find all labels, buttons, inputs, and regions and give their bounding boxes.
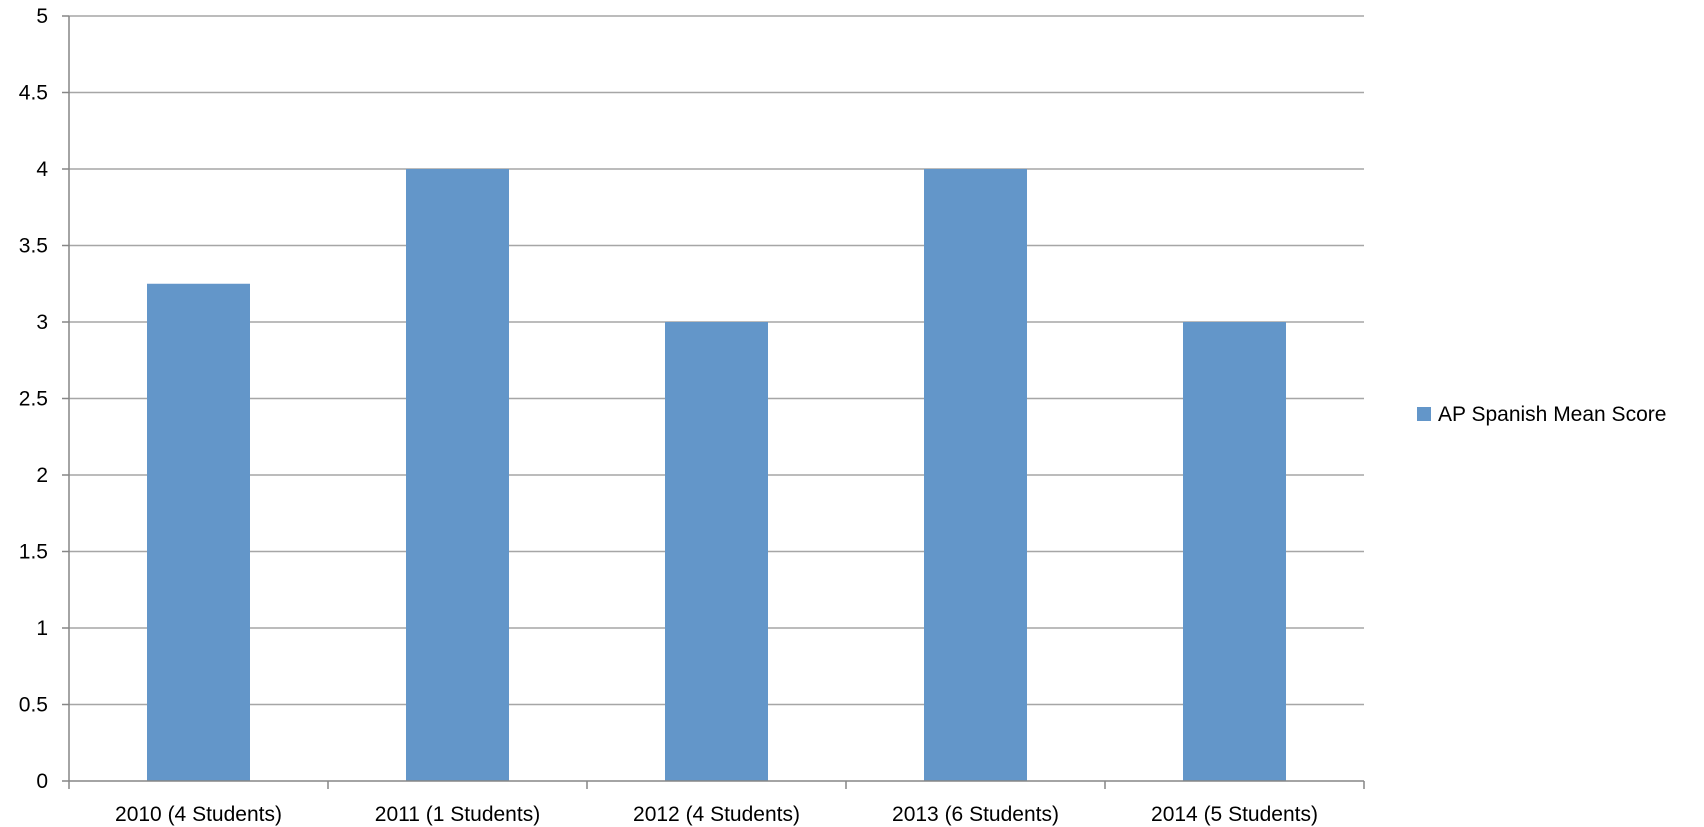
legend-swatch: [1417, 407, 1431, 421]
y-tick-label: 4: [36, 158, 48, 181]
bars: [147, 169, 1286, 781]
y-tick-label: 1.5: [19, 541, 48, 564]
legend: AP Spanish Mean Score: [1417, 403, 1666, 426]
y-tick-label: 0: [36, 770, 48, 793]
x-tick-label: 2014 (5 Students): [1151, 803, 1318, 826]
y-tick-label: 0.5: [19, 694, 48, 717]
bar: [406, 169, 509, 781]
bar: [1183, 322, 1286, 781]
bar: [924, 169, 1027, 781]
bar: [665, 322, 768, 781]
y-tick-labels: 0 0.5 1 1.5 2 2.5 3 3.5 4 4.5 5: [19, 5, 49, 793]
bar: [147, 283, 250, 781]
y-tick-label: 1: [36, 617, 48, 640]
axes: [62, 15, 1365, 789]
x-tick-label: 2010 (4 Students): [115, 803, 282, 826]
x-tick-label: 2011 (1 Students): [375, 803, 540, 826]
y-tick-label: 3.5: [19, 235, 48, 258]
y-tick-label: 5: [36, 5, 48, 28]
y-tick-label: 2: [36, 464, 48, 487]
x-tick-label: 2013 (6 Students): [892, 803, 1059, 826]
x-tick-labels: 2010 (4 Students) 2011 (1 Students) 2012 (…: [115, 803, 1318, 826]
y-tick-label: 2.5: [19, 388, 48, 411]
x-tick-label: 2012 (4 Students): [633, 803, 800, 826]
y-tick-label: 3: [36, 311, 48, 334]
y-tick-label: 4.5: [19, 82, 48, 105]
legend-label: AP Spanish Mean Score: [1438, 403, 1666, 426]
